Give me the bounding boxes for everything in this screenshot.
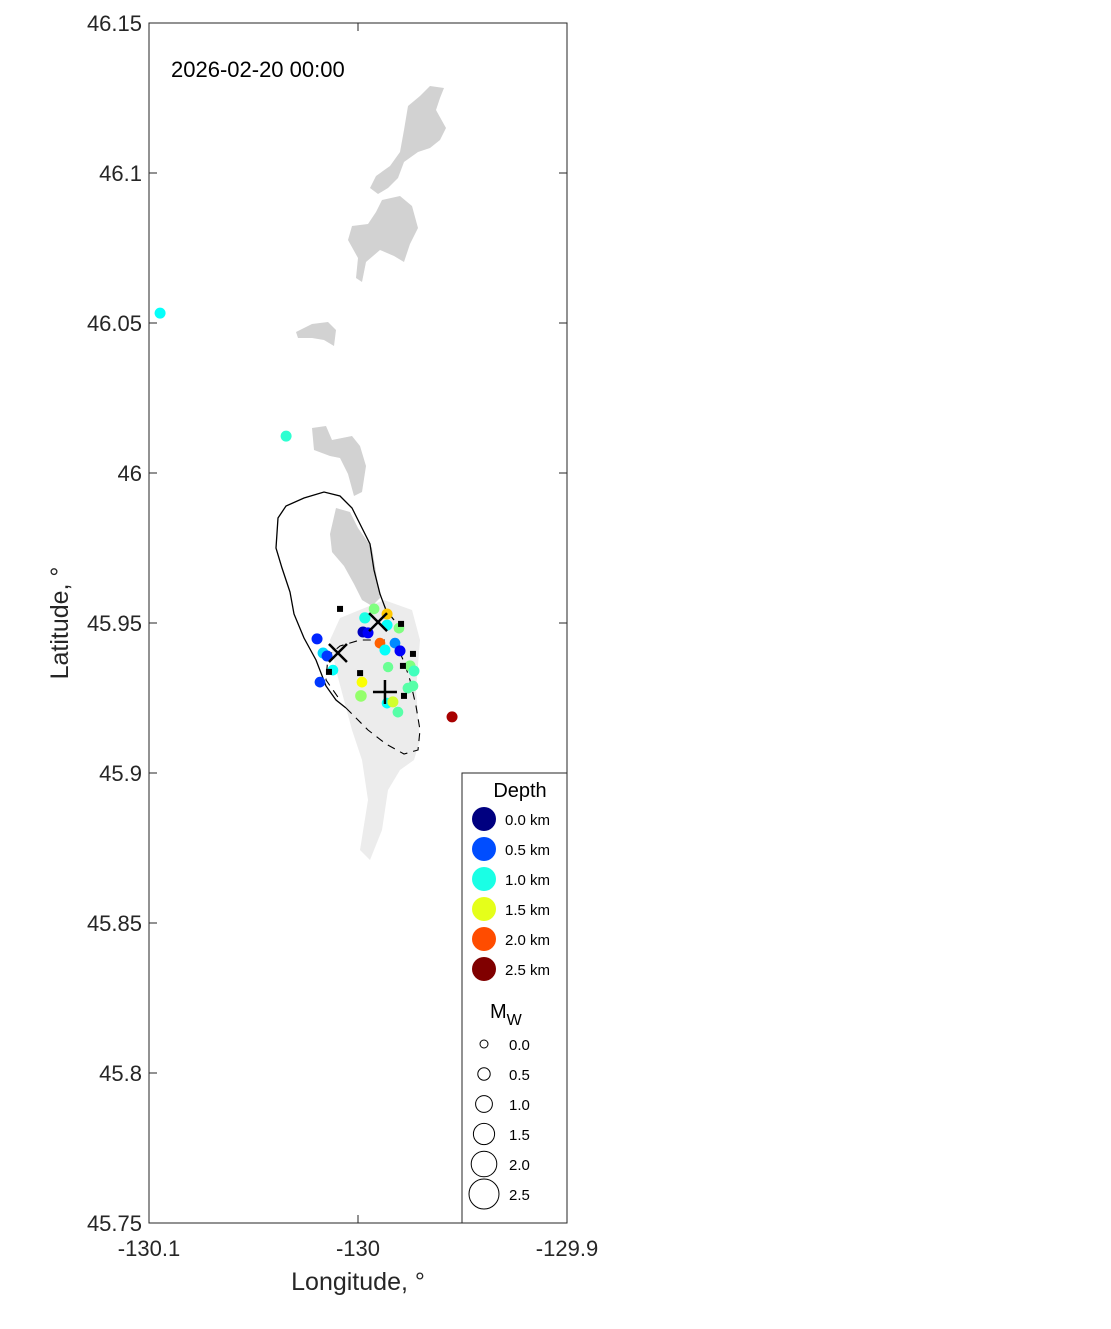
legend-mw-swatch <box>468 1178 500 1210</box>
land-shading <box>296 86 446 860</box>
legend-depth-title: Depth <box>493 780 546 802</box>
y-tick-label: 46.05 <box>87 311 142 336</box>
event-point <box>389 637 401 649</box>
legend-mw-title: MW <box>490 1001 523 1029</box>
y-tick-label: 46.15 <box>87 11 142 36</box>
event-point <box>311 633 323 645</box>
station-marker <box>399 662 406 669</box>
legend-mw-label: 1.5 <box>509 1127 530 1144</box>
land-shape <box>330 508 380 606</box>
legend-mw-swatch <box>470 1150 498 1178</box>
x-tick-label: -130.1 <box>118 1236 180 1261</box>
legend-depth-label: 1.0 km <box>505 872 550 889</box>
land-shape <box>296 322 336 346</box>
legend-depth-label: 0.5 km <box>505 842 550 859</box>
x-tick-label: -129.9 <box>536 1236 598 1261</box>
event-point <box>359 612 371 624</box>
legend-mw-label: 2.0 <box>509 1157 530 1174</box>
legend-mw-swatch <box>472 1122 496 1146</box>
event-point <box>368 603 380 615</box>
legend-depth-label: 0.0 km <box>505 812 550 829</box>
y-tick-label: 46.1 <box>99 161 142 186</box>
event-point <box>379 644 391 656</box>
x-tick-label: -130 <box>336 1236 380 1261</box>
y-tick-label: 45.8 <box>99 1061 142 1086</box>
event-point <box>408 665 420 677</box>
legend-mw-label: 0.0 <box>509 1037 530 1054</box>
y-tick-label: 46 <box>118 461 142 486</box>
event-point <box>402 682 414 694</box>
event-point <box>154 307 166 319</box>
legend-depth-label: 2.0 km <box>505 932 550 949</box>
x-marker <box>368 612 388 632</box>
dashed-outline <box>325 639 421 755</box>
land-shape <box>348 196 418 282</box>
timestamp-annotation: 2026-02-20 00:00 <box>171 57 345 82</box>
y-tick-label: 45.9 <box>99 761 142 786</box>
plus-marker <box>372 680 397 704</box>
legend: Depth MW 0.0 km 0.5 km 1.0 km 1.5 km 2.0 km 2… <box>461 772 568 1224</box>
legend-depth-label: 2.5 km <box>505 962 550 979</box>
y-tick-label: 45.75 <box>87 1211 142 1236</box>
event-point <box>321 650 333 662</box>
legend-mw-label: 0.5 <box>509 1067 530 1084</box>
legend-depth-swatch <box>472 957 496 981</box>
event-point <box>387 696 399 708</box>
legend-depth-swatch <box>472 807 496 831</box>
legend-depth-label: 1.5 km <box>505 902 550 919</box>
land-shape <box>330 600 420 860</box>
station-marker <box>357 670 364 677</box>
event-point <box>355 690 367 702</box>
legend-depth-swatch <box>472 897 496 921</box>
station-marker <box>400 692 407 699</box>
legend-mw-label: 2.5 <box>509 1187 530 1204</box>
station-marker <box>337 605 344 612</box>
legend-mw-swatch <box>475 1095 493 1113</box>
event-point <box>446 711 458 723</box>
event-point <box>392 706 404 718</box>
legend-depth-swatch <box>472 927 496 951</box>
x-marker <box>328 643 348 663</box>
event-point <box>314 676 326 688</box>
legend-mw-swatch <box>477 1067 491 1081</box>
station-marker <box>398 620 405 627</box>
x-axis-label: Longitude, ° <box>291 1268 425 1296</box>
y-tick-label: 45.85 <box>87 911 142 936</box>
solid-outline <box>275 491 395 709</box>
legend-depth-swatch <box>472 837 496 861</box>
event-point <box>356 676 368 688</box>
y-axis-label: Latitude, ° <box>46 567 74 680</box>
legend-mw-label: 1.0 <box>509 1097 530 1114</box>
event-point <box>280 430 292 442</box>
station-marker <box>325 668 332 675</box>
y-tick-label: 45.95 <box>87 611 142 636</box>
station-marker <box>409 650 416 657</box>
land-shape <box>312 426 366 496</box>
land-shape <box>370 86 446 194</box>
event-point <box>382 661 394 673</box>
legend-depth-swatch <box>472 867 496 891</box>
legend-mw-swatch <box>479 1039 489 1049</box>
event-point <box>394 645 406 657</box>
